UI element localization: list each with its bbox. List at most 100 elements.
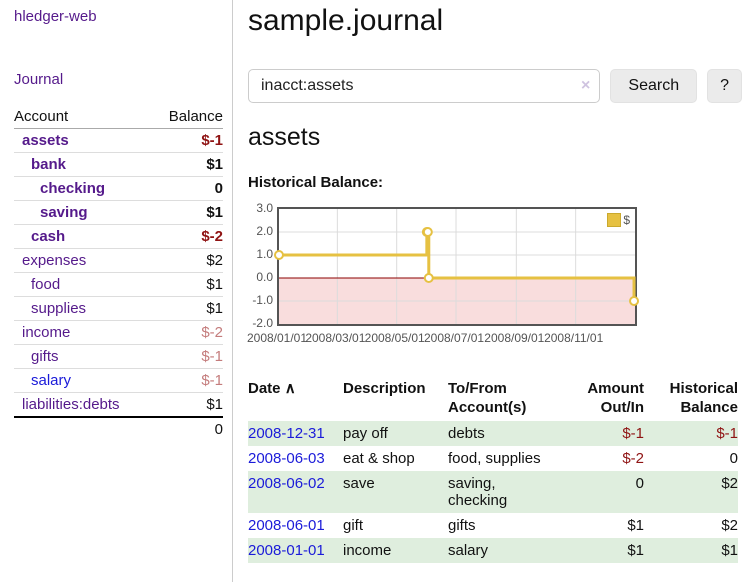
- register-col-amount: Amount Out/In: [587, 380, 644, 416]
- account-balance: $-2: [118, 320, 223, 345]
- chart-legend: $: [607, 213, 630, 227]
- register-amount-cell: $1: [578, 538, 644, 563]
- chart-label: Historical Balance:: [248, 174, 384, 191]
- register-accounts-cell: salary: [448, 542, 489, 559]
- account-row: supplies $1: [14, 296, 223, 321]
- balance-value: $1: [721, 542, 738, 559]
- sidebar-account-cash[interactable]: cash: [31, 228, 66, 245]
- account-row: cash $-2: [14, 224, 223, 249]
- transaction-date-link[interactable]: 2008-01-01: [248, 542, 325, 559]
- register-date-cell: 2008-01-01: [248, 538, 343, 563]
- accounts-header-row: Account Balance: [14, 105, 223, 129]
- search-input[interactable]: [248, 69, 601, 103]
- transaction-date-link[interactable]: 2008-12-31: [248, 425, 325, 442]
- register-accounts-cell: gifts: [448, 517, 476, 534]
- accounts-total-value: 0: [118, 416, 223, 441]
- sidebar-account-bank[interactable]: bank: [31, 156, 67, 173]
- account-name-cell: liabilities:debts: [14, 392, 120, 417]
- sidebar-account-expenses[interactable]: expenses: [22, 252, 87, 269]
- register-amount-cell: 0: [578, 471, 644, 513]
- sidebar-account-saving[interactable]: saving: [40, 204, 88, 221]
- register-description-cell: gift: [343, 517, 364, 534]
- register-row: 2008-06-01 gift gifts $1 $2: [248, 513, 738, 538]
- register-row: 2008-12-31 pay off debts $-1 $-1: [248, 421, 738, 446]
- register-col-date[interactable]: Date ∧: [248, 375, 343, 421]
- register-row: 2008-01-01 income salary $1 $1: [248, 538, 738, 563]
- register-date-cell: 2008-06-02: [248, 471, 343, 513]
- x-tick-label: 2008/07/01: [423, 331, 485, 345]
- register-date-cell: 2008-06-03: [248, 446, 343, 471]
- x-tick-label: 2008/03/01: [305, 331, 366, 345]
- account-balance: $2: [118, 248, 223, 273]
- data-point-marker: [423, 273, 434, 283]
- account-balance: $-1: [118, 368, 223, 393]
- legend-swatch-icon: [607, 213, 622, 227]
- account-name-cell: income: [14, 320, 119, 345]
- account-row: income $-2: [14, 320, 223, 345]
- sidebar-account-food[interactable]: food: [31, 276, 61, 293]
- register-accounts-cell: saving, checking: [448, 475, 508, 509]
- account-balance: $1: [118, 200, 223, 225]
- register-date-cell: 2008-06-01: [248, 513, 343, 538]
- x-tick-label: 2008/09/01: [484, 331, 545, 345]
- data-point-marker: [422, 227, 433, 237]
- clear-search-icon[interactable]: ×: [581, 77, 591, 94]
- account-balance: $1: [118, 392, 223, 417]
- search-button[interactable]: Search: [610, 69, 698, 103]
- sidebar-account-assets[interactable]: assets: [22, 132, 69, 149]
- y-tick-label: 1.0: [256, 247, 273, 261]
- register-row: 2008-06-02 save saving, checking 0 $2: [248, 471, 738, 513]
- sort-asc-icon: ∧: [284, 380, 296, 397]
- transaction-date-link[interactable]: 2008-06-01: [248, 517, 325, 534]
- sidebar-account-checking[interactable]: checking: [40, 180, 106, 197]
- sidebar-account-gifts[interactable]: gifts: [31, 348, 59, 365]
- sidebar-item-journal[interactable]: Journal: [14, 71, 64, 88]
- register-balance-cell: $2: [644, 471, 738, 513]
- register-row: 2008-06-03 eat & shop food, supplies $-2 0: [248, 446, 738, 471]
- main-content: sample.journal × Search ? assets Histori…: [246, 0, 742, 563]
- amount-value: $-2: [622, 450, 644, 467]
- x-tick-label: 2008/01/01: [246, 331, 308, 345]
- legend-label: $: [623, 213, 630, 227]
- brand-link[interactable]: hledger-web: [14, 8, 97, 25]
- historical-balance-chart: $ 3.0 2.0 1.0 0.0 -1.0 -2.0 2008/01/01 2008/03/…: [246, 201, 668, 357]
- account-name-cell: salary: [14, 368, 119, 393]
- x-tick-label: 2008/05/01: [364, 331, 425, 345]
- search-help-button[interactable]: ?: [707, 69, 742, 103]
- account-row: salary $-1: [14, 368, 223, 393]
- sidebar-account-salary[interactable]: salary: [31, 372, 72, 389]
- sidebar-account-income[interactable]: income: [22, 324, 71, 341]
- account-name-cell: bank: [14, 152, 119, 177]
- balance-chart-plot[interactable]: $: [274, 207, 640, 326]
- account-row: gifts $-1: [14, 344, 223, 369]
- register-balance-cell: $2: [644, 513, 738, 538]
- accounts-table: Account Balance assets $-1 bank $1 checking 0…: [14, 105, 223, 441]
- account-balance: $-2: [118, 224, 223, 249]
- search-form: × Search ?: [248, 69, 742, 103]
- register-description-cell: save: [343, 475, 375, 492]
- amount-value: 0: [635, 475, 644, 492]
- account-balance: $1: [118, 272, 223, 297]
- sidebar-account-liabilities:debts[interactable]: liabilities:debts: [22, 396, 120, 413]
- account-name-cell: expenses: [14, 248, 119, 273]
- account-row: expenses $2: [14, 248, 223, 273]
- account-row: food $1: [14, 272, 223, 297]
- transaction-date-link[interactable]: 2008-06-03: [248, 450, 325, 467]
- y-tick-label: 3.0: [256, 201, 273, 215]
- accounts-total-spacer: [14, 416, 119, 441]
- account-balance: $-1: [118, 344, 223, 369]
- account-name-cell: supplies: [14, 296, 119, 321]
- account-name-cell: assets: [14, 128, 119, 153]
- account-row: bank $1: [14, 152, 223, 177]
- register-description-cell: eat & shop: [343, 450, 415, 467]
- amount-value: $1: [627, 517, 644, 534]
- data-point-marker: [629, 296, 640, 306]
- register-table: Date ∧ Description To/From Account(s) Am…: [248, 375, 738, 563]
- register-col-accounts: To/From Account(s): [448, 380, 527, 416]
- account-name-cell: cash: [14, 224, 119, 249]
- account-balance: $1: [118, 296, 223, 321]
- transaction-date-link[interactable]: 2008-06-02: [248, 475, 325, 492]
- sidebar-account-supplies[interactable]: supplies: [31, 300, 87, 317]
- register-balance-cell: $-1: [644, 421, 738, 446]
